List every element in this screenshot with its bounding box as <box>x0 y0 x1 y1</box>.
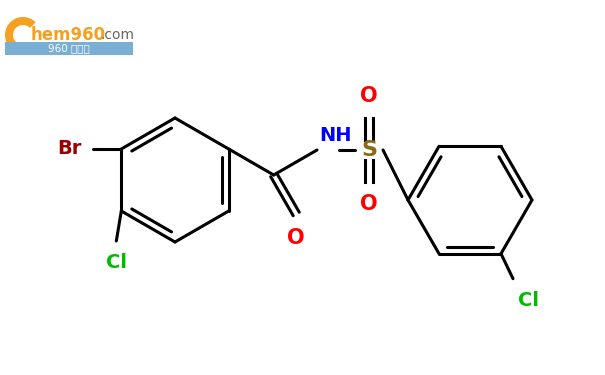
Text: Cl: Cl <box>518 291 539 310</box>
Text: 960 化工网: 960 化工网 <box>48 43 90 53</box>
Text: .com: .com <box>100 28 134 42</box>
Text: NH: NH <box>319 126 352 145</box>
Text: O: O <box>287 228 305 248</box>
Text: Cl: Cl <box>106 253 127 272</box>
Wedge shape <box>5 17 36 53</box>
Text: Br: Br <box>57 140 81 159</box>
Text: hem960: hem960 <box>31 26 106 44</box>
Text: O: O <box>360 194 378 214</box>
Text: O: O <box>360 86 378 106</box>
FancyBboxPatch shape <box>5 42 133 55</box>
Text: S: S <box>361 140 377 160</box>
